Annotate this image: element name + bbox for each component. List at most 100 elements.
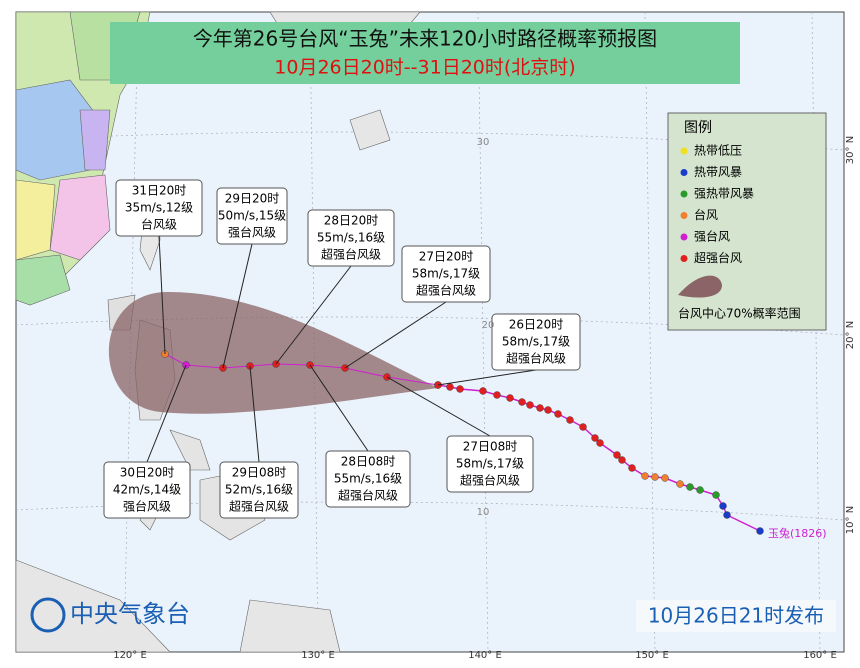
cone-icon: [678, 275, 722, 298]
callout-leader: [386, 376, 491, 437]
legend-dot: [680, 147, 688, 155]
callout-time: 29日08时: [232, 466, 287, 480]
callout-grade: 台风级: [141, 217, 177, 232]
callout-wind: 52m/s,16级: [225, 483, 293, 497]
callout-grade: 超强台风级: [229, 499, 289, 514]
callout-time: 29日20时: [225, 192, 280, 206]
callout-box: [325, 450, 411, 508]
grid-label: 10: [477, 507, 490, 518]
legend-dot: [680, 255, 688, 262]
callout-wind: 35m/s,12级: [125, 201, 193, 215]
track-point: [756, 527, 764, 535]
legend-label: 强热带风暴: [694, 187, 754, 201]
callout-grade: 超强台风级: [321, 247, 381, 262]
legend-label: 超强台风: [694, 250, 742, 265]
callout-grade: 超强台风级: [416, 283, 476, 298]
typhoon-label: 玉兔(1826): [768, 526, 827, 540]
track-point: [676, 480, 684, 488]
lat-label: 30° N: [845, 136, 856, 164]
track-point: [628, 464, 636, 472]
track-point: [686, 483, 694, 491]
callout-box: [307, 209, 395, 267]
callout-time: 27日20时: [419, 250, 474, 264]
legend-dot: [680, 233, 688, 241]
legend-dot: [680, 190, 688, 198]
track-point: [554, 410, 562, 418]
title: 今年第26号台风“玉兔”未来120小时路径概率预报图: [193, 27, 657, 51]
track-point: [661, 474, 669, 482]
callout-leader: [275, 265, 352, 365]
subtitle: 10月26日20时--31日20时(北京时): [274, 57, 575, 79]
track-point: [456, 385, 464, 393]
track-point: [526, 401, 534, 409]
callout-box: [491, 313, 581, 371]
callout-box: [115, 179, 203, 237]
callout-time: 30日20时: [120, 466, 175, 480]
track-point: [641, 472, 649, 480]
legend-dot: [680, 169, 688, 176]
callout-box: [216, 187, 288, 245]
callout-box: [103, 461, 191, 519]
callout-leader: [437, 369, 537, 386]
callout-time: 27日08时: [463, 440, 518, 454]
track-point: [493, 391, 501, 399]
legend-dot: [680, 212, 688, 219]
track-point: [506, 394, 514, 402]
callout-leader: [146, 364, 187, 463]
callout-wind: 58m/s,17级: [456, 457, 524, 471]
callout-wind: 42m/s,14级: [113, 483, 181, 497]
legend-label: 强台风: [694, 229, 730, 244]
legend-label: 热带低压: [694, 144, 742, 158]
logo: [30, 597, 66, 633]
callout-wind: 55m/s,16级: [317, 231, 385, 245]
lon-label: 130° E: [301, 650, 335, 661]
legend-label: 台风: [694, 207, 718, 222]
callout-grade: 强台风级: [123, 499, 171, 514]
lon-label: 150° E: [635, 650, 669, 661]
track-point: [518, 398, 526, 406]
agency: 中央气象台: [70, 600, 190, 628]
lon-label: 160° E: [803, 650, 837, 661]
callout-leader: [344, 301, 447, 369]
callout-time: 28日20时: [324, 214, 379, 228]
lon-label: 140° E: [468, 650, 502, 661]
track-point: [596, 439, 604, 447]
axis-labels: 120° E 130° E 140° E 150° E 160° E 30° N 20° N…: [113, 136, 856, 661]
callout-time: 26日20时: [509, 318, 564, 332]
lat-label: 10° N: [845, 506, 856, 534]
legend-title: 图例: [684, 120, 712, 136]
track-point: [591, 434, 599, 442]
callout-wind: 58m/s,17级: [502, 335, 570, 349]
track-point: [696, 486, 704, 494]
callout-leader: [158, 235, 166, 355]
cone-label: 台风中心70%概率范围: [678, 306, 801, 321]
callout-grade: 超强台风级: [338, 488, 398, 503]
lat-label: 20° N: [845, 321, 856, 349]
legend-box: [667, 112, 827, 331]
callout-time: 28日08时: [341, 455, 396, 469]
callout-wind: 55m/s,16级: [334, 472, 402, 486]
probability-cone: [108, 291, 439, 414]
callout-wind: 50m/s,15级: [218, 209, 286, 223]
track-point: [579, 423, 587, 431]
callout-time: 31日20时: [132, 184, 187, 198]
track-point: [618, 456, 626, 464]
title-box: [110, 22, 740, 84]
track-point: [651, 473, 659, 481]
callout-grade: 强台风级: [228, 225, 276, 240]
callout-wind: 58m/s,17级: [412, 267, 480, 281]
track-point: [536, 404, 544, 412]
issued-box: [636, 600, 836, 632]
grid-label: 30: [477, 137, 490, 148]
grid-label: 20: [482, 320, 495, 331]
track-point: [712, 491, 720, 499]
track-point: [479, 387, 487, 395]
callout-leader: [309, 364, 369, 452]
track-point: [566, 416, 574, 424]
callout-leader: [222, 243, 253, 369]
track-point: [544, 406, 552, 414]
track-point: [723, 511, 731, 519]
